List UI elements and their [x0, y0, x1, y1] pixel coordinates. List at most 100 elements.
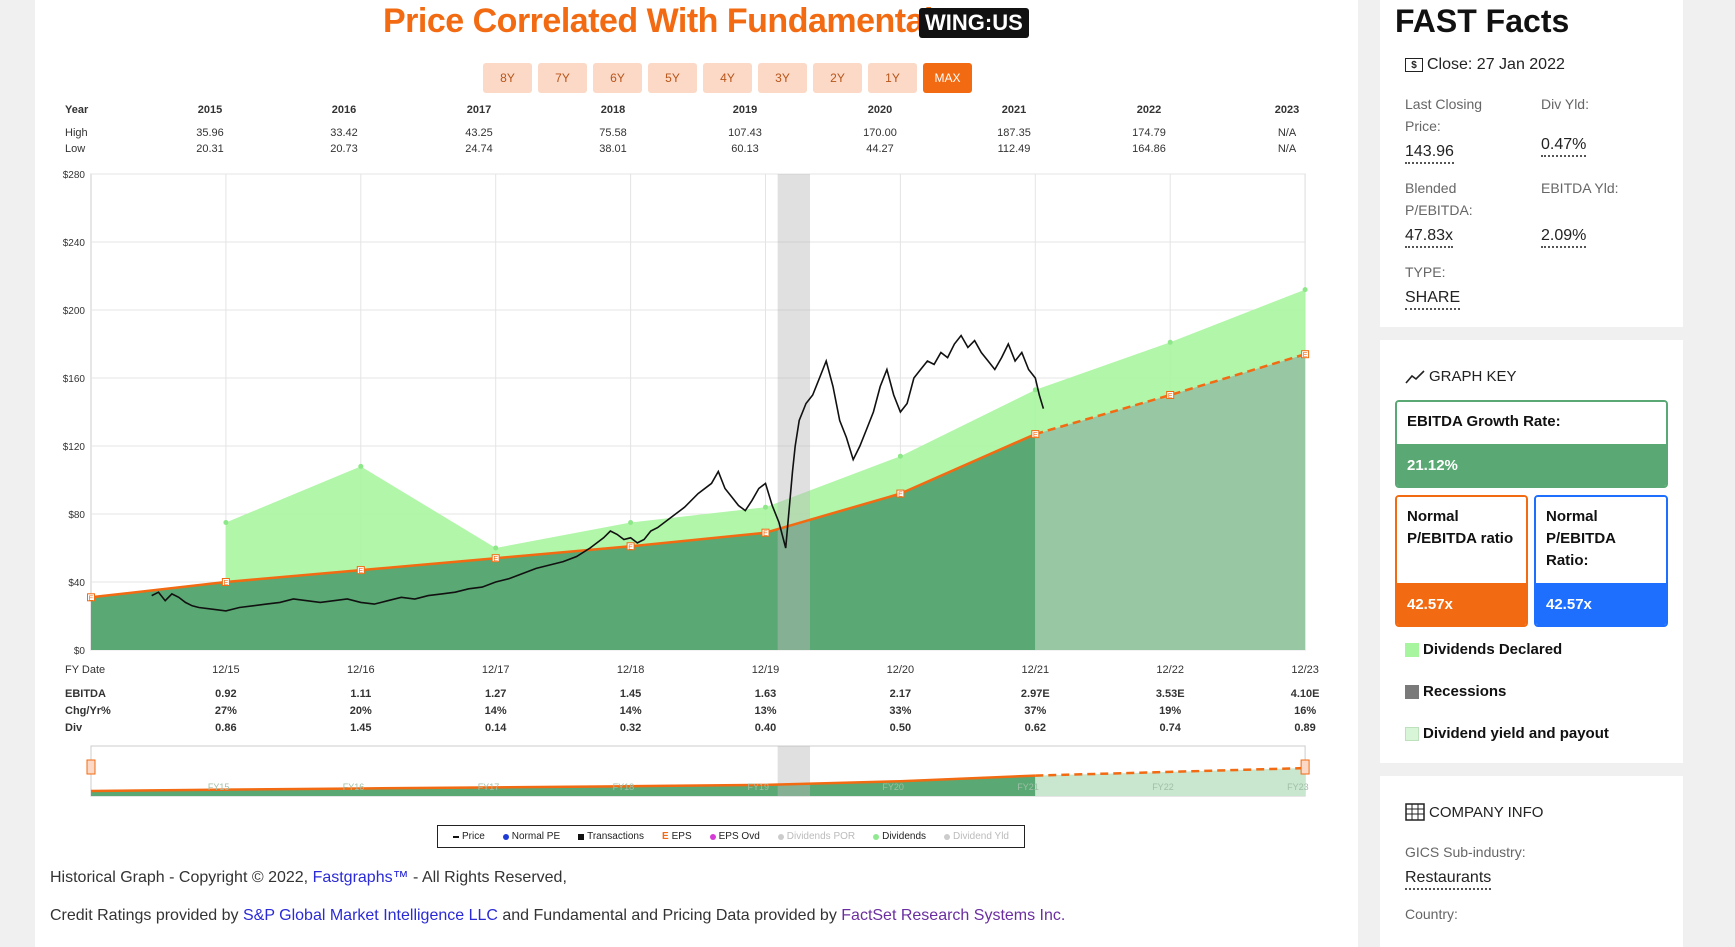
eps-marker-label: E [224, 580, 229, 587]
company-info-header: COMPANY INFO [1405, 803, 1543, 821]
eps-marker-label: E [1033, 432, 1038, 439]
navigator-left-handle[interactable] [86, 759, 96, 775]
chart-title: Price Correlated With Fundamentals [383, 2, 952, 40]
range-button-8y[interactable]: 8Y [483, 63, 532, 93]
last-price-value[interactable]: 143.96 [1405, 142, 1454, 164]
navigator-year-label: FY22 [1152, 782, 1174, 792]
building-icon [1405, 803, 1425, 821]
div-cell: 1.45 [350, 722, 372, 734]
range-button-5y[interactable]: 5Y [648, 63, 697, 93]
range-button-max[interactable]: MAX [923, 63, 972, 93]
legend-item[interactable]: Price [452, 831, 485, 842]
blended-label: Blended P/EBITDA: [1405, 180, 1473, 218]
legend-label: Transactions [587, 831, 644, 842]
navigator-right-handle[interactable] [1300, 759, 1310, 775]
navigator-area-actual [91, 775, 1036, 796]
year-cell: 2019 [732, 104, 758, 116]
ebitda-cell: 1.27 [484, 688, 507, 700]
y-tick-label: $280 [63, 170, 86, 181]
credits-middle: and Fundamental and Pricing Data provide… [497, 907, 842, 924]
ebitda-cell: 2.17 [889, 688, 912, 700]
high-row-label: High [65, 127, 88, 139]
legend-item[interactable]: Transactions [578, 831, 644, 842]
fy-date-cell: 12/22 [1156, 664, 1184, 676]
ebitda-row-label: EBITDA [65, 688, 106, 700]
recession-band [777, 174, 811, 650]
type-label: TYPE: [1405, 264, 1446, 280]
legend-item[interactable]: Normal PE [502, 831, 560, 842]
dividends-area [225, 289, 1306, 582]
chg-cell: 33% [889, 705, 912, 717]
range-button-7y[interactable]: 7Y [538, 63, 587, 93]
chg-cell: 19% [1159, 705, 1182, 717]
eps-marker [491, 554, 500, 563]
ebitda-yld-value[interactable]: 2.09% [1541, 226, 1587, 248]
factset-link[interactable]: FactSet Research Systems Inc. [841, 907, 1066, 924]
fast-facts-title: FAST Facts [1395, 3, 1570, 39]
div-yld-label: Div Yld: [1541, 96, 1589, 112]
high-cell: 75.58 [599, 127, 627, 139]
fy-date-cell: 12/18 [616, 664, 645, 676]
graph-key-header: GRAPH KEY [1405, 368, 1517, 385]
chg-cell: 14% [619, 705, 642, 717]
div-cell: 0.89 [1294, 722, 1316, 734]
navigator-year-label: FY16 [343, 782, 365, 792]
year-cell: 2016 [331, 104, 357, 116]
eps-marker [1031, 430, 1040, 439]
navigator-year-label: FY21 [1017, 782, 1039, 792]
low-cell: 164.86 [1132, 143, 1166, 155]
div-yld-value[interactable]: 0.47% [1541, 135, 1587, 157]
recession-swatch [1405, 684, 1419, 699]
range-button-2y[interactable]: 2Y [813, 63, 862, 93]
range-button-3y[interactable]: 3Y [758, 63, 807, 93]
ebitda-cell: 3.53E [1155, 688, 1185, 700]
high-cell: 174.79 [1132, 127, 1166, 139]
div-cell: 0.62 [1024, 722, 1047, 734]
range-button-1y[interactable]: 1Y [868, 63, 917, 93]
legend-item[interactable]: Dividend Yld [944, 831, 1009, 842]
growth-rate-box: EBITDA Growth Rate: 21.12% [1395, 400, 1668, 488]
company-info-title: COMPANY INFO [1429, 803, 1544, 821]
dollar-icon: $ [1405, 58, 1423, 72]
range-selector: 8Y 7Y 6Y 5Y 4Y 3Y 2Y 1Y MAX [483, 63, 972, 93]
legend-item[interactable]: Dividends POR [777, 831, 855, 842]
navigator-year-label: FY15 [208, 782, 230, 792]
fastgraphs-link[interactable]: Fastgraphs™ [312, 869, 409, 886]
div-cell: 0.32 [619, 722, 642, 734]
year-row-label: Year [65, 104, 89, 116]
normal-ratio-value: 42.57x [1397, 583, 1526, 625]
legend-item[interactable]: EPS Ovd [709, 831, 760, 842]
fy-date-cell: 12/15 [212, 664, 240, 676]
sp-global-link[interactable]: S&P Global Market Intelligence LLC [242, 907, 498, 924]
fy-date-cell: 12/16 [347, 664, 375, 676]
type-value[interactable]: SHARE [1405, 288, 1461, 310]
legend-marker [944, 833, 951, 840]
low-cell: 38.01 [599, 143, 627, 155]
y-tick-label: $240 [63, 238, 86, 249]
graph-key-card: GRAPH KEY EBITDA Growth Rate: 21.12% Nor… [1380, 340, 1683, 763]
legend-marker [452, 835, 459, 838]
legend-marker [578, 833, 585, 840]
legend-marker [777, 833, 784, 840]
eps-marker-label: E [358, 568, 363, 575]
ebitda-yld-label: EBITDA Yld: [1541, 180, 1619, 196]
y-tick-label: $0 [74, 646, 86, 657]
div-row-label: Div [65, 722, 83, 734]
range-button-6y[interactable]: 6Y [593, 63, 642, 93]
eps-marker [1301, 350, 1310, 359]
year-cell: 2023 [1274, 104, 1300, 116]
eps-marker-label: E [493, 556, 498, 563]
dividend-point [897, 453, 903, 459]
high-cell: 187.35 [997, 127, 1031, 139]
normal-ratio2-box: Normal P/EBITDA Ratio: 42.57x [1534, 495, 1668, 627]
ebitda-cell: 1.11 [350, 688, 372, 700]
high-cell: 35.96 [196, 127, 224, 139]
ebitda-cell: 4.10E [1290, 688, 1320, 700]
blended-value[interactable]: 47.83x [1405, 226, 1454, 248]
legend-item[interactable]: E EPS [662, 831, 692, 842]
copyright-line: Historical Graph - Copyright © 2022, Fas… [50, 869, 567, 887]
gics-value[interactable]: Restaurants [1405, 868, 1492, 890]
legend-item[interactable]: Dividends [873, 831, 926, 842]
range-button-4y[interactable]: 4Y [703, 63, 752, 93]
eps-line-actual [90, 432, 1036, 599]
